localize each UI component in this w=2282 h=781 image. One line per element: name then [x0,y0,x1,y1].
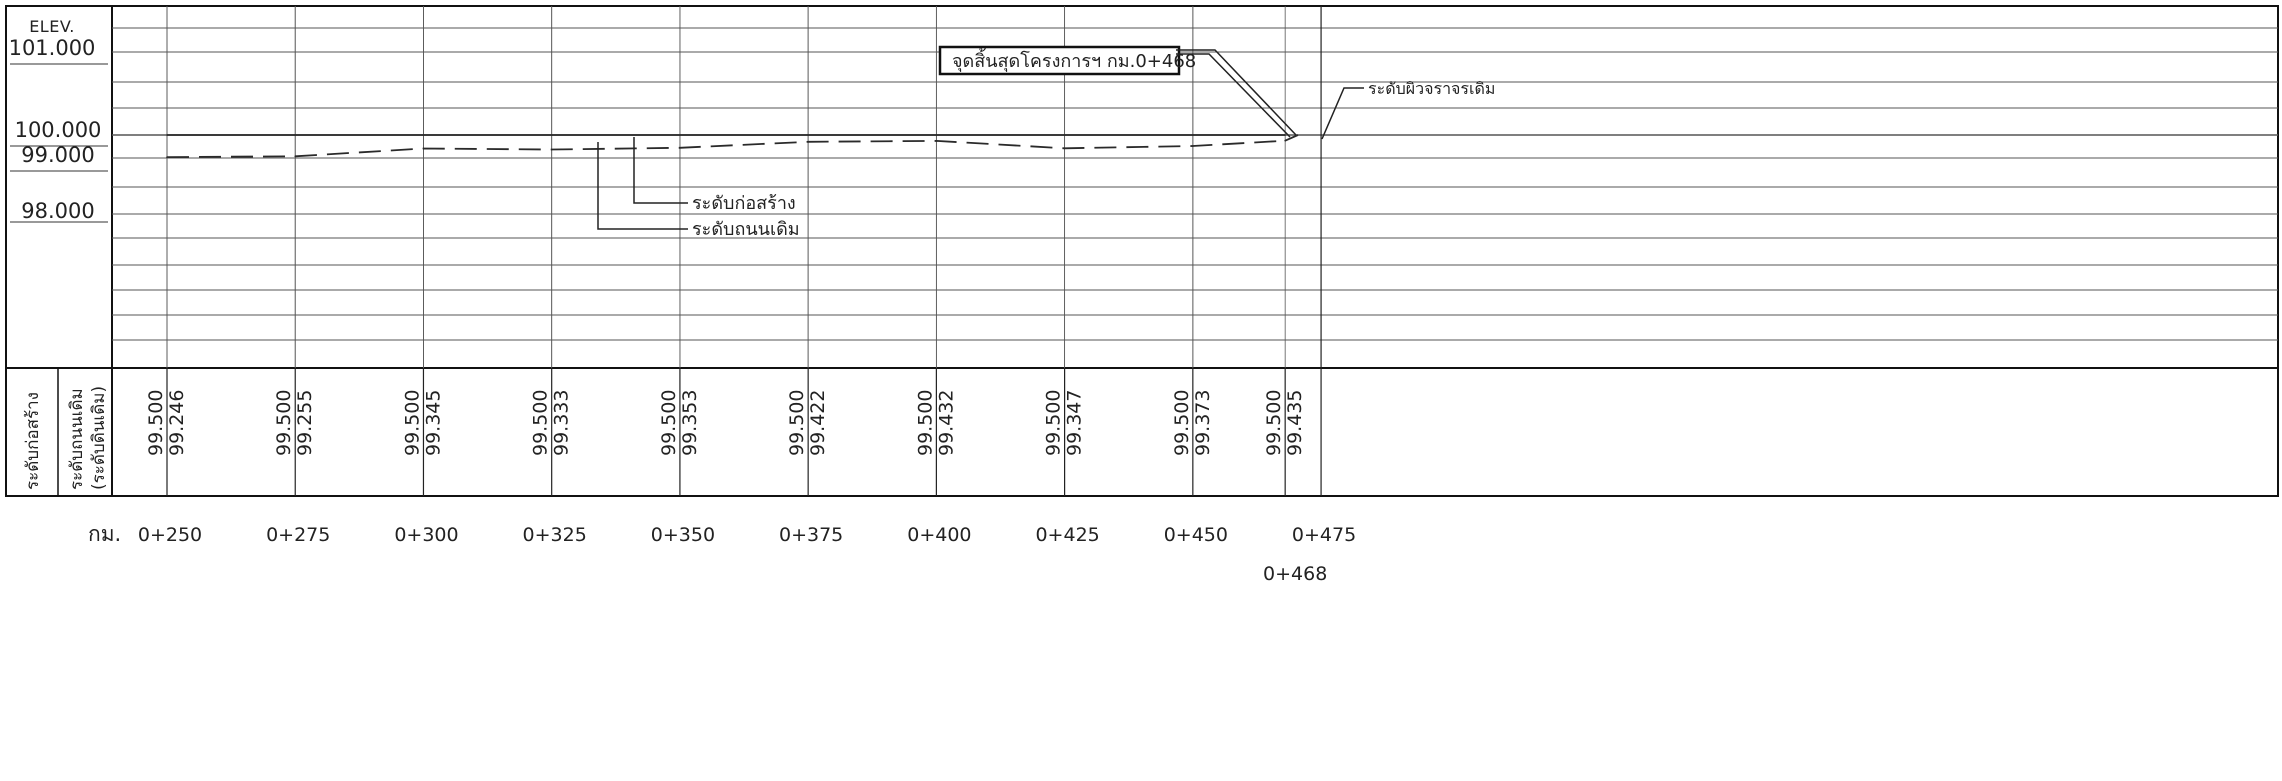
existing-road-leader [597,142,688,230]
table-value-construction: 99.500 [401,390,423,456]
x-tick-label: 0+375 [779,524,843,546]
data-point [935,140,938,142]
x-tick-label: 0+300 [394,524,458,546]
end-connector [1284,134,1299,142]
table-value-construction: 99.500 [786,390,808,456]
table-value-existing: 99.255 [294,390,316,456]
y-tick-label-99: 99.000 [21,143,94,167]
y-tick-label-98: 98.000 [21,199,94,223]
y-axis: ELEV. 101.000 100.000 99.000 98.000 [9,17,102,223]
table-value-construction: 99.500 [530,390,552,456]
x-tick-label: 0+250 [138,524,202,546]
data-point [1284,134,1286,136]
table-value-construction: 99.500 [914,390,936,456]
annotations: ระดับก่อสร้าง ระดับถนนเดิม จุดสิ้นสุดโคร… [597,45,1495,240]
project-end-callout: จุดสิ้นสุดโครงการฯ กม.0+468 [952,48,1196,72]
table-value-existing: 99.435 [1284,390,1306,456]
data-point [679,146,681,149]
table-values: 99.500 99.246 99.500 99.255 99.500 99.345 99.5… [145,390,1306,456]
chart-frame [5,5,2279,497]
table-value-existing: 99.353 [679,390,701,456]
existing-surface-leader [1321,87,1364,140]
outer-frame [5,5,2279,497]
table-value-construction: 99.500 [1263,390,1285,456]
x-axis: กม. 0+250 0+275 0+300 0+325 0+350 0+375 0+400 0… [88,522,1356,585]
elev-header-label: ELEV. [29,17,75,36]
data-point [166,134,168,136]
x-axis-prefix: กม. [88,522,121,546]
x-tick-label: 0+325 [523,524,587,546]
data-point [807,140,809,143]
table-value-existing: 99.432 [935,390,957,456]
table-value-construction: 99.500 [658,390,680,456]
data-point [1192,134,1194,136]
data-point [550,134,553,136]
data-point [807,134,809,136]
data-point [1063,134,1066,136]
table-value-existing: 99.246 [166,390,188,456]
existing-road-annotation: ระดับถนนเดิม [692,219,800,240]
data-point [935,134,938,136]
x-tick-label: 0+475 [1292,524,1356,546]
table-label-existing: ระดับถนนเดิม [67,388,87,490]
y-tick-label-100: 100.000 [15,118,102,142]
table-value-existing: 99.373 [1192,390,1214,456]
table-row-labels: ระดับก่อสร้าง ระดับถนนเดิม (ระดับดินเดิม… [23,386,109,490]
project-end-leader-2 [1176,53,1291,138]
table-value-existing: 99.347 [1064,390,1086,456]
data-point [294,134,297,136]
table-value-construction: 99.500 [1171,390,1193,456]
table-value-existing: 99.333 [551,390,573,456]
table-value-construction: 99.500 [273,390,295,456]
chart-grid [10,6,2278,496]
data-point [422,134,425,136]
x-tick-label: 0+275 [266,524,330,546]
x-tick-label-end: 0+468 [1263,563,1327,585]
table-value-existing: 99.345 [422,390,444,456]
table-value-construction: 99.500 [1043,390,1065,456]
table-value-existing: 99.422 [807,390,829,456]
existing-road-line [166,139,1286,158]
x-tick-label: 0+425 [1035,524,1099,546]
table-value-construction: 99.500 [145,390,167,456]
construction-level-annotation: ระดับก่อสร้าง [692,193,796,214]
existing-surface-annotation: ระดับผิวจราจรเดิม [1368,79,1495,98]
project-end-callout-box [938,45,1181,76]
construction-level-leader [633,137,688,204]
project-end-leader [1176,49,1297,136]
x-tick-label: 0+400 [907,524,971,546]
table-label-construction: ระดับก่อสร้าง [23,392,43,490]
x-tick-label: 0+450 [1164,524,1228,546]
elev-header-value: 101.000 [9,36,96,60]
data-point [679,134,681,136]
data-point [294,155,297,158]
data-point [422,147,425,150]
data-point [1063,147,1066,150]
data-point [550,148,553,151]
series-layer [166,134,1299,158]
data-point [1192,145,1194,147]
x-tick-label: 0+350 [651,524,715,546]
table-label-ground: (ระดับดินเดิม) [89,386,109,490]
data-point [166,156,168,158]
